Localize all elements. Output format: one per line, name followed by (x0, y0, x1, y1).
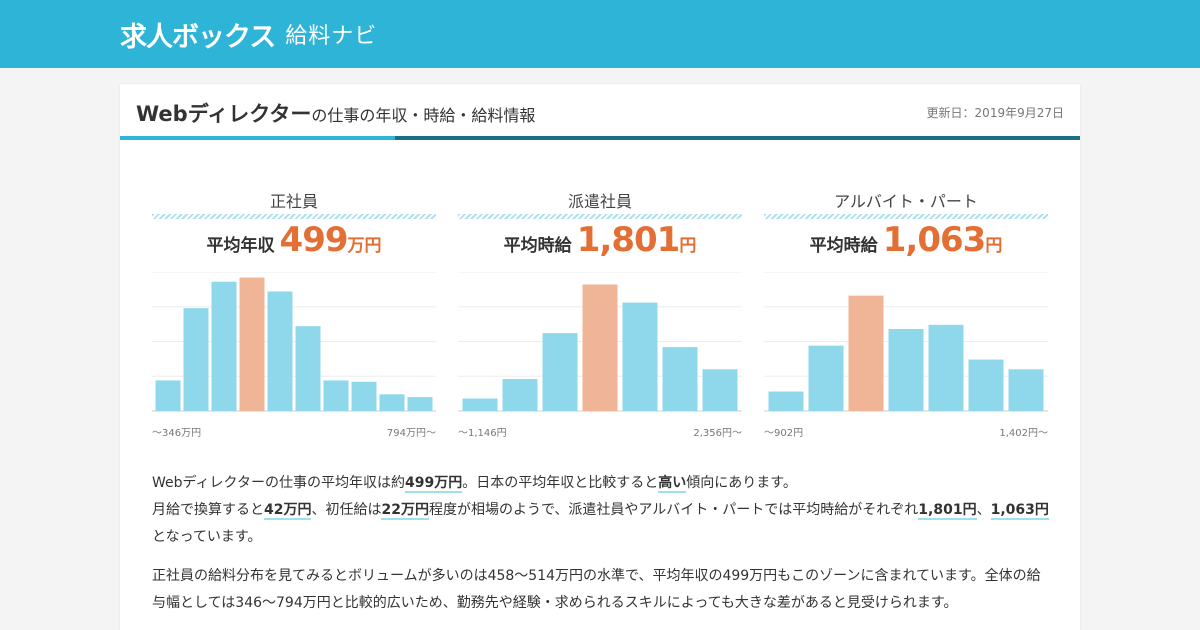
average-unit: 円 (985, 236, 1003, 256)
range-min-label: ～902円 (764, 428, 804, 439)
average-label: 平均時給 (503, 236, 572, 256)
range-min-label: ～346万円 (152, 428, 202, 439)
panel-haken: 派遣社員 平均時給 1,801円 ～1,146円 2,356円～ (458, 188, 742, 439)
panel-heading: アルバイト・パート (834, 192, 978, 211)
chart-bar (662, 347, 698, 411)
average-salary: 平均年収 499万円 (152, 220, 436, 264)
average-value: 499 (279, 220, 349, 260)
chart-bar (183, 308, 209, 411)
chart-bar (211, 281, 237, 411)
chart-svg (152, 272, 436, 412)
dashed-divider (764, 214, 1048, 219)
chart-bar (888, 328, 924, 411)
average-value: 1,801 (576, 220, 681, 260)
card-header: Webディレクターの仕事の年収・時給・給料情報 更新日：2019年9月27日 (120, 84, 1080, 140)
average-label: 平均時給 (809, 236, 878, 256)
average-salary: 平均時給 1,801円 (458, 220, 742, 264)
highlight-value: 42万円 (264, 502, 312, 520)
chart-bar (323, 380, 349, 411)
panel-arbeit: アルバイト・パート 平均時給 1,063円 ～902円 1,402円～ (764, 188, 1048, 439)
chart-bar (808, 345, 844, 411)
range-max-label: 2,356円～ (693, 428, 742, 439)
dashed-divider (152, 214, 436, 219)
chart-bar (968, 359, 1004, 411)
chart-bar (379, 394, 405, 411)
job-title: Webディレクター (136, 102, 312, 126)
description-paragraph-2: 正社員の給料分布を見てみるとボリュームが多いのは458〜514万円の水準で、平均… (152, 568, 1041, 611)
panel-heading: 正社員 (269, 192, 318, 211)
average-label: 平均年収 (206, 236, 275, 256)
chart-bar (768, 391, 804, 411)
chart-bar (1008, 369, 1044, 411)
highlight-value: 高い (658, 475, 687, 493)
chart-bar (502, 379, 538, 411)
chart-bar (462, 398, 498, 411)
chart-bar (702, 369, 738, 411)
logo-sub-text: 給料ナビ (285, 24, 378, 49)
chart-bar (295, 326, 321, 411)
text-fragment: 、 (976, 502, 991, 518)
highlight-value: 499万円 (404, 475, 463, 493)
average-unit: 万円 (347, 236, 382, 256)
header-rule (120, 136, 1080, 140)
highlight-value: 22万円 (381, 502, 429, 520)
description-paragraph-1: Webディレクターの仕事の平均年収は約499万円。日本の平均年収と比較すると高い… (152, 470, 1052, 551)
chart-bar (155, 380, 181, 411)
range-max-label: 1,402円～ (999, 428, 1048, 439)
average-value: 1,063 (882, 220, 987, 260)
text-fragment: 。日本の平均年収と比較すると (462, 475, 659, 491)
chart-bar (622, 302, 658, 411)
chart-bar (928, 324, 964, 411)
salary-distribution-chart (152, 272, 436, 418)
text-fragment: 程度が相場のようで、派遣社員やアルバイト・パートでは平均時給がそれぞれ (428, 502, 919, 518)
dashed-divider (458, 214, 742, 219)
range-min-label: ～1,146円 (458, 428, 507, 439)
chart-bar-highlight (582, 284, 618, 411)
top-bar: 求人ボックス 給料ナビ (0, 0, 1200, 68)
average-unit: 円 (679, 236, 697, 256)
salary-distribution-chart (458, 272, 742, 418)
chart-svg (458, 272, 742, 412)
chart-bar (407, 397, 433, 411)
chart-bar (542, 333, 578, 411)
highlight-value: 1,063円 (990, 502, 1049, 520)
average-salary: 平均時給 1,063円 (764, 220, 1048, 264)
text-fragment: 、初任給は (311, 502, 382, 518)
chart-bar-highlight (239, 277, 265, 411)
panel-seishain: 正社員 平均年収 499万円 ～346万円 794万円～ (152, 188, 436, 439)
chart-bar-highlight (848, 295, 884, 411)
panel-heading: 派遣社員 (567, 192, 632, 211)
text-fragment: 月給で換算すると (152, 502, 264, 518)
title-suffix: の仕事の年収・時給・給料情報 (311, 106, 536, 125)
range-max-label: 794万円～ (386, 428, 436, 439)
chart-svg (764, 272, 1048, 412)
header-rule-accent (120, 136, 395, 140)
updated-date: 更新日：2019年9月27日 (926, 106, 1064, 120)
salary-card: Webディレクターの仕事の年収・時給・給料情報 更新日：2019年9月27日 正… (120, 84, 1080, 630)
page-title: Webディレクターの仕事の年収・時給・給料情報 (136, 98, 535, 128)
text-fragment: 傾向にあります。 (686, 475, 797, 491)
salary-distribution-chart (764, 272, 1048, 418)
text-fragment: となっています。 (152, 529, 262, 545)
highlight-value: 1,801円 (918, 502, 977, 520)
site-logo[interactable]: 求人ボックス 給料ナビ (120, 14, 377, 54)
description: Webディレクターの仕事の平均年収は約499万円。日本の平均年収と比較すると高い… (152, 470, 1052, 629)
logo-main-text: 求人ボックス (120, 21, 276, 53)
text-fragment: Webディレクターの仕事の平均年収は約 (152, 475, 405, 491)
chart-bar (351, 381, 377, 411)
chart-bar (267, 291, 293, 411)
